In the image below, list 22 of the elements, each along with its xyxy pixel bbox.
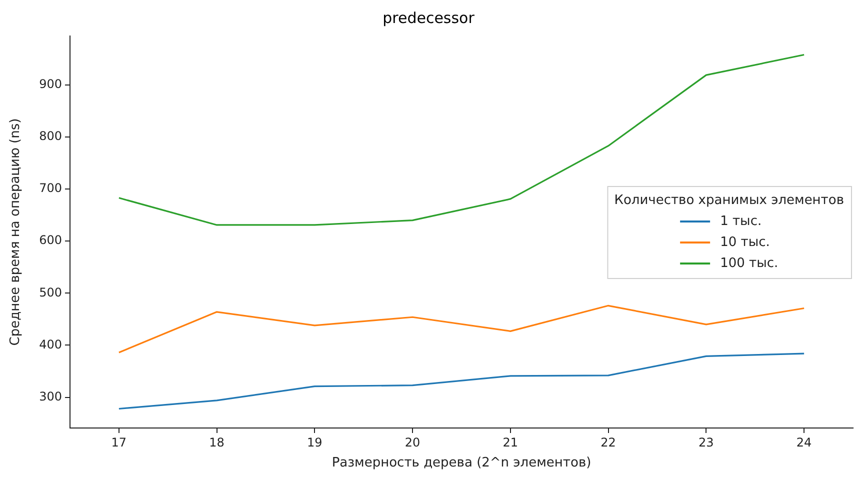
- x-tick-label: 23: [698, 435, 714, 450]
- x-tick-label: 22: [600, 435, 616, 450]
- legend-label: 1 тыс.: [720, 214, 762, 229]
- x-tick-label: 18: [209, 435, 224, 450]
- legend-label: 100 тыс.: [720, 256, 778, 271]
- y-tick-label: 700: [39, 181, 62, 196]
- legend-title: Количество хранимых элементов: [614, 192, 844, 208]
- x-tick-label: 17: [111, 435, 127, 450]
- x-axis-title: Размерность дерева (2^n элементов): [332, 456, 592, 471]
- x-tick-label: 20: [404, 435, 420, 450]
- y-tick-label: 900: [39, 77, 62, 92]
- y-tick-label: 300: [39, 389, 62, 404]
- chart-title: predecessor: [382, 8, 476, 27]
- legend-label: 10 тыс.: [720, 234, 770, 250]
- y-tick-label: 500: [39, 285, 62, 300]
- x-tick-label: 24: [796, 435, 812, 450]
- x-tick-label: 19: [307, 435, 322, 450]
- y-tick-label: 400: [39, 337, 62, 352]
- x-tick-label: 21: [502, 435, 518, 450]
- y-axis-title: Среднее время на операцию (ns): [8, 118, 24, 346]
- y-tick-label: 600: [39, 233, 62, 248]
- y-tick-label: 800: [39, 129, 62, 144]
